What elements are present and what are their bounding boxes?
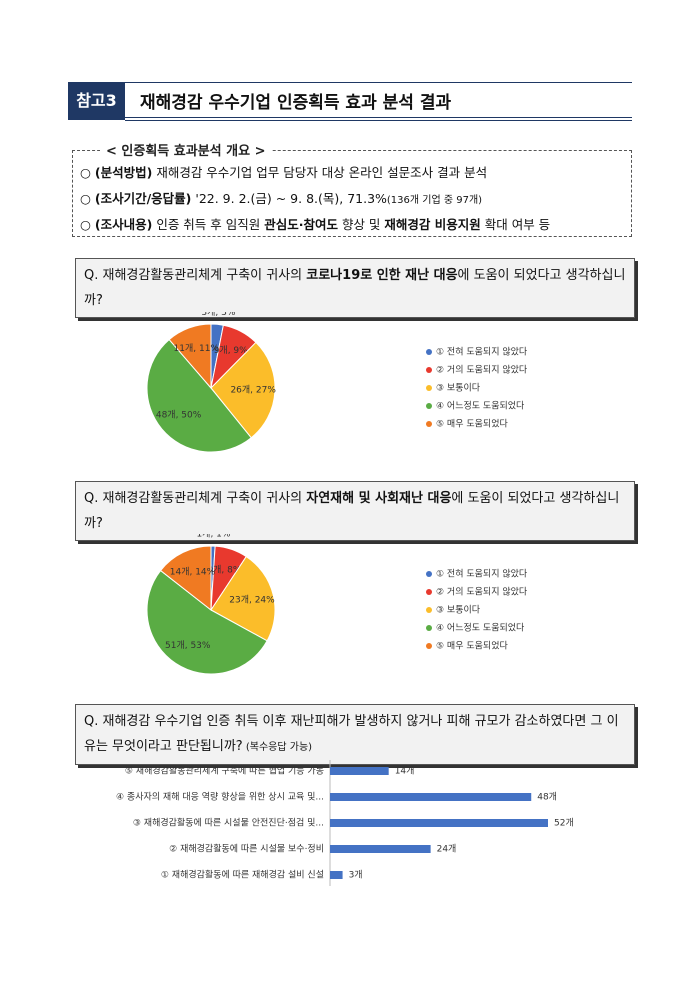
category-label: ③ 재해경감활동에 따른 시설물 안전진단·점검 및... [133, 817, 324, 829]
data-label: 3개 [349, 870, 363, 881]
bar [330, 845, 431, 853]
text-segment: (136개 기업 중 97개) [386, 195, 483, 206]
text-segment: 자연재해 및 사회재난 대응 [306, 491, 452, 506]
bar [330, 819, 548, 827]
pie-chart: 1개, 1% 8개, 8% 23개, 24% 51개, 53% 14개, 14% ① 전혀… [146, 534, 528, 675]
text-segment: 재해경감 우수기업 업무 담당자 대상 온라인 설문조사 결과 분석 [152, 165, 488, 180]
bullet: ○ [80, 191, 91, 206]
text-segment: 에 도움이 되었다고 생각하십니까? [84, 491, 620, 531]
question: Q. 재해경감 우수기업 인증 취득 이후 재난피해가 발생하지 않거나 피해 … [75, 704, 635, 765]
legend-label: ⑤ 매우 도움되었다 [436, 640, 508, 652]
question: Q. 재해경감활동관리체계 구축이 귀사의 코로나19로 인한 재난 대응에 도… [75, 258, 635, 318]
legend-label: ② 거의 도움되지 않았다 [436, 586, 528, 598]
text-segment: Q. 재해경감활동관리체계 구축이 귀사의 [84, 268, 307, 283]
data-label: 51개, 53% [165, 640, 211, 651]
bullet: ○ [80, 217, 91, 232]
overview-title: < 인증획득 효과분석 개요 > [100, 140, 272, 159]
pie-slice [210, 555, 276, 642]
category-label: ① 재해경감활동에 따른 재해경감 설비 신설 [161, 869, 324, 881]
legend-label: ② 거의 도움되지 않았다 [436, 364, 528, 376]
data-label: 23개, 24% [229, 594, 275, 605]
legend-label: ① 전혀 도움되지 않았다 [436, 346, 528, 358]
legend-swatch [426, 421, 432, 427]
bar [330, 871, 343, 879]
text-segment: 향상 및 [337, 217, 385, 232]
header-tag: 참고3 [68, 82, 125, 120]
bar [330, 793, 532, 801]
pie-slice [146, 338, 252, 453]
text-segment: 에 도움이 되었다고 생각하십니까? [84, 268, 626, 308]
legend-label: ③ 보통이다 [436, 605, 481, 616]
legend-label: ① 전혀 도움되지 않았다 [436, 568, 528, 580]
legend-swatch [426, 589, 432, 595]
legend-swatch [426, 625, 432, 631]
legend-swatch [426, 403, 432, 409]
text-segment: (분석방법) [94, 165, 153, 180]
overview-line: ○ (조사기간/응답률) '22. 9. 2.(금) ~ 9. 8.(목), 7… [80, 188, 482, 207]
data-label: 52개 [554, 818, 574, 829]
text-segment: 관심도·참여도 [264, 217, 338, 232]
text-segment: (조사기간/응답률) [94, 191, 192, 206]
header-line [125, 117, 632, 121]
data-label: 11개, 11% [174, 343, 220, 354]
pie-slice [210, 341, 276, 439]
legend-label: ③ 보통이다 [436, 383, 481, 394]
text-segment: 인증 취득 후 임직원 [152, 217, 265, 232]
legend-label: ④ 어느정도 도움되었다 [436, 622, 525, 634]
text-segment: 재해경감 비용지원 [384, 217, 481, 232]
legend-label: ⑤ 매우 도움되었다 [436, 418, 508, 430]
text-segment: 확대 여부 등 [480, 217, 551, 232]
data-label: 9개, 9% [214, 345, 248, 356]
text-segment: Q. 재해경감활동관리체계 구축이 귀사의 [84, 491, 307, 506]
data-label: 14개, 14% [170, 567, 216, 578]
text-segment: '22. 9. 2.(금) ~ 9. 8.(목), 71.3% [191, 191, 387, 206]
pie-slice [168, 323, 212, 390]
data-label: 24개 [437, 844, 457, 855]
text-segment: (조사내용) [94, 217, 153, 232]
data-label: 26개, 27% [230, 385, 276, 396]
legend-swatch [426, 571, 432, 577]
overview-box [72, 150, 632, 237]
legend-swatch [426, 367, 432, 373]
category-label: ④ 종사자의 재해 대응 역량 향상을 위한 상시 교육 및... [116, 791, 324, 803]
legend-label: ④ 어느정도 도움되었다 [436, 400, 525, 412]
data-label: 3개, 3% [201, 312, 235, 318]
data-label: 1개, 1% [196, 534, 230, 540]
overview-line: ○ (분석방법) 재해경감 우수기업 업무 담당자 대상 온라인 설문조사 결과… [80, 162, 487, 181]
text-segment: Q. 재해경감 우수기업 인증 취득 이후 재난피해가 발생하지 않거나 피해 … [84, 714, 619, 754]
data-label: 48개, 50% [156, 410, 202, 421]
text-segment: 코로나19로 인한 재난 대응 [306, 268, 458, 283]
text-segment: (복수응답 가능) [242, 742, 313, 753]
legend-swatch [426, 643, 432, 649]
question: Q. 재해경감활동관리체계 구축이 귀사의 자연재해 및 사회재난 대응에 도움… [75, 481, 635, 541]
pie-slice [146, 569, 268, 675]
data-label: 48개 [537, 792, 557, 803]
bar [330, 767, 389, 775]
legend-swatch [426, 607, 432, 613]
data-label: 8개, 8% [207, 564, 241, 575]
legend-swatch [426, 385, 432, 391]
legend-swatch [426, 349, 432, 355]
bullet: ○ [80, 165, 91, 180]
header-title: 재해경감 우수기업 인증획득 효과 분석 결과 [140, 93, 452, 113]
bar-chart: ⑤ 재해경감활동관리체계 구축에 따른 협업 기능 가동 14개 ④ 종사자의 재해… [116, 760, 574, 886]
category-label: ② 재해경감활동에 따른 시설물 보수·정비 [169, 843, 324, 855]
category-label: ⑤ 재해경감활동관리체계 구축에 따른 협업 기능 가동 [125, 765, 324, 777]
overview-line: ○ (조사내용) 인증 취득 후 임직원 관심도·참여도 향상 및 재해경감 비… [80, 214, 550, 233]
pie-chart: 3개, 3% 9개, 9% 26개, 27% 48개, 50% 11개, 11% ① 전혀… [146, 312, 528, 453]
data-label: 14개 [395, 766, 415, 777]
pie-slice [159, 545, 212, 612]
header-line [125, 82, 632, 83]
